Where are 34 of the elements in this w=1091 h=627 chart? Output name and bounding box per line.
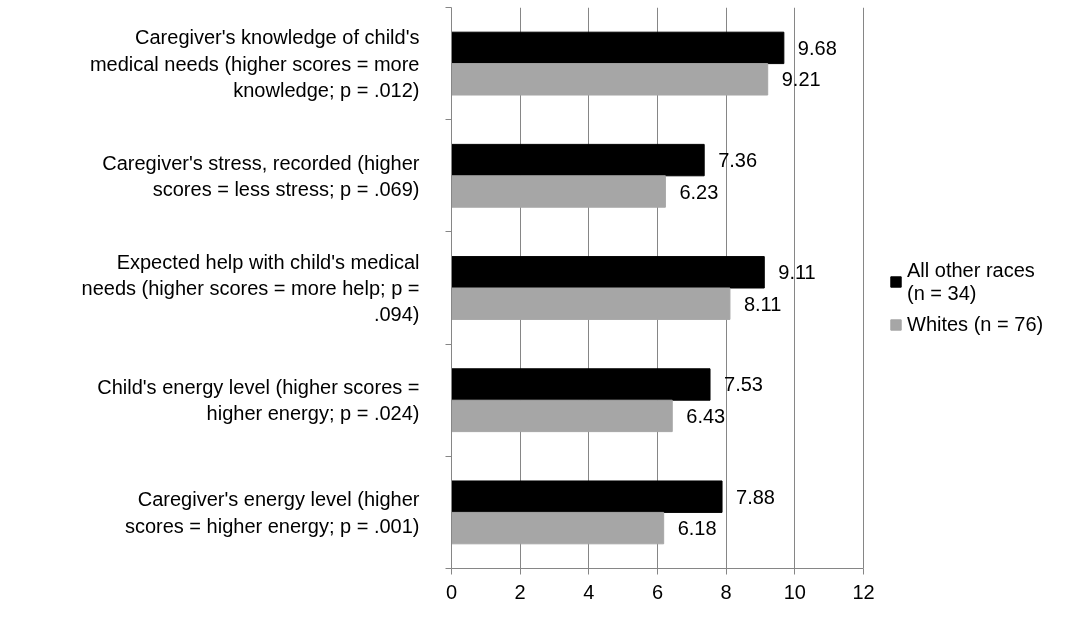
x-tick-label: 0 — [445, 580, 458, 603]
bar — [451, 31, 785, 65]
x-tick-label: 12 — [852, 580, 875, 603]
bar — [451, 256, 765, 289]
y-tick-label: Caregiver's stress, recorded (higher scores = less stress; p = .069) — [102, 151, 420, 200]
bar — [451, 175, 666, 208]
bar — [451, 143, 705, 177]
y-tick-label: Child's energy level (higher scores = higher energy; p = .024) — [97, 376, 420, 425]
data-label: 7.88 — [736, 485, 775, 508]
bar — [451, 63, 769, 96]
data-label: 6.43 — [686, 404, 726, 427]
legend-label: Whites (n = 76) — [907, 312, 1044, 336]
x-tick-label: 2 — [514, 580, 526, 603]
data-label: 8.11 — [743, 292, 782, 315]
x-tick-label: 10 — [783, 580, 806, 603]
y-tick-label: Caregiver's energy level (higher scores = higher energy; p = .001) — [124, 488, 420, 537]
y-tick-label: Caregiver's knowledge of child's medical needs (higher scores = more knowledge; p = .012) — [89, 26, 420, 101]
y-tick-label: Expected help with child's medical needs (higher scores = more help; p = .094) — [81, 250, 420, 326]
bar — [451, 368, 711, 401]
bar — [451, 480, 723, 513]
data-label: 6.18 — [677, 517, 717, 540]
bar — [451, 287, 731, 320]
x-tick-label: 4 — [583, 580, 595, 603]
data-label: 6.23 — [679, 180, 719, 203]
data-label: 9.11 — [778, 261, 816, 284]
bar — [451, 399, 673, 433]
data-label: 7.53 — [724, 373, 763, 396]
legend-label: All other races (n = 34) — [907, 258, 1035, 305]
data-label: 9.68 — [797, 36, 837, 59]
data-label: 9.21 — [781, 68, 821, 91]
bar — [451, 511, 665, 545]
data-label: 7.36 — [718, 149, 758, 172]
x-tick-label: 8 — [720, 580, 732, 603]
x-tick-label: 6 — [651, 580, 664, 603]
